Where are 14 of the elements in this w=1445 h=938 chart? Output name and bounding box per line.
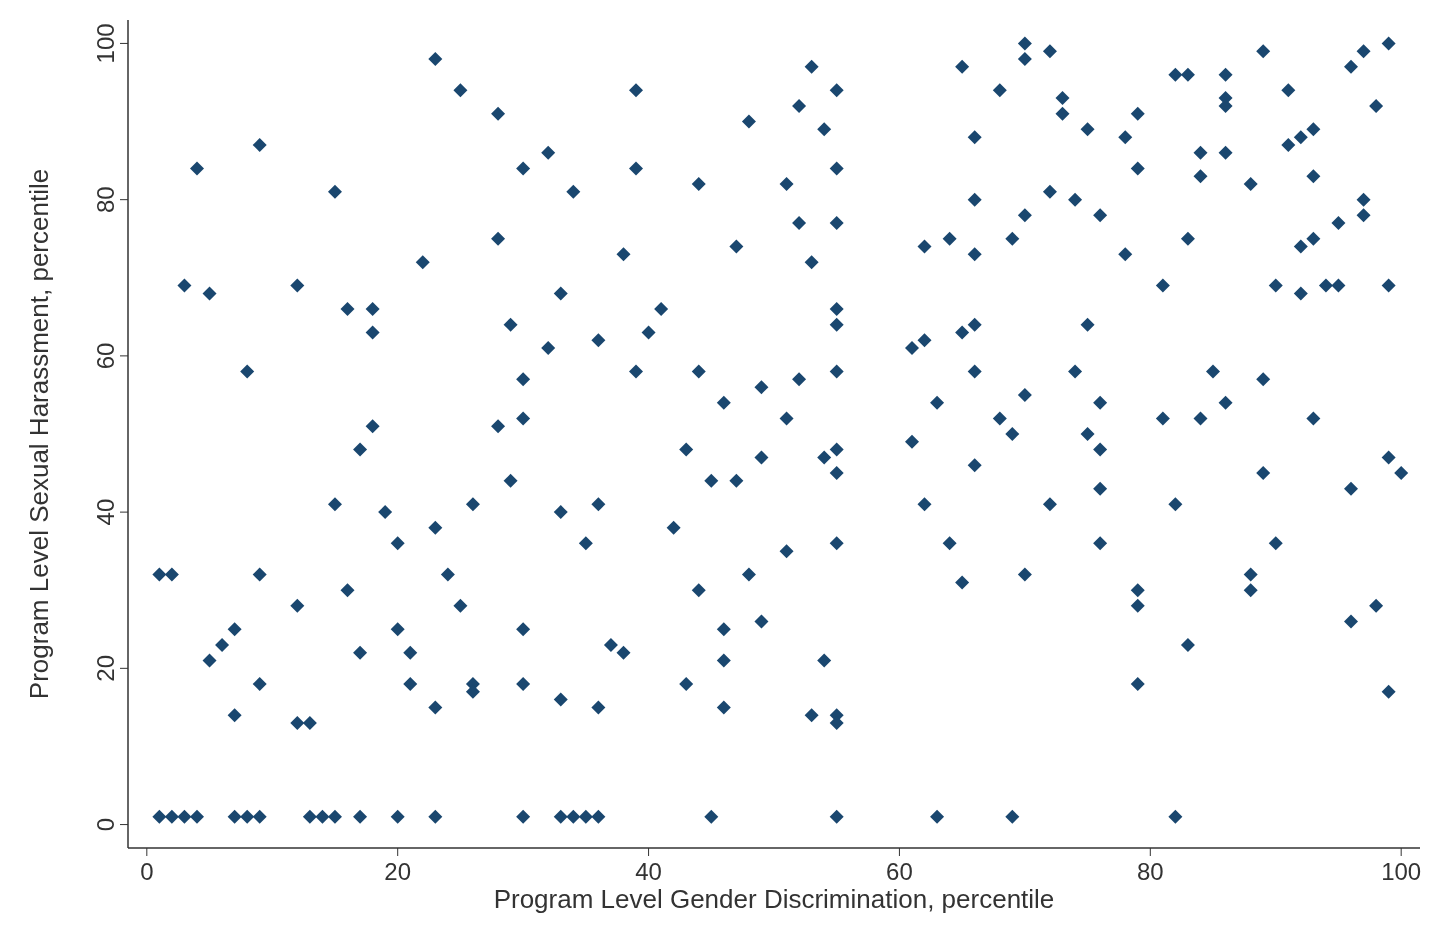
x-tick-label: 0 (140, 858, 154, 885)
y-tick-label: 60 (92, 342, 119, 370)
y-tick-label: 40 (92, 498, 119, 526)
x-tick-label: 60 (886, 858, 913, 885)
x-tick-label: 80 (1136, 858, 1164, 885)
y-axis-title: Program Level Sexual Harassment, percentile (24, 168, 54, 700)
y-tick-label: 20 (92, 654, 119, 682)
y-tick-label: 80 (92, 186, 119, 214)
x-tick-label: 40 (635, 858, 662, 885)
y-tick-label: 0 (92, 817, 119, 832)
x-tick-label: 20 (384, 858, 412, 885)
x-tick-label: 100 (1381, 858, 1422, 885)
y-tick-label: 100 (92, 23, 119, 64)
x-axis-title: Program Level Gender Discrimination, percentile (493, 884, 1055, 914)
